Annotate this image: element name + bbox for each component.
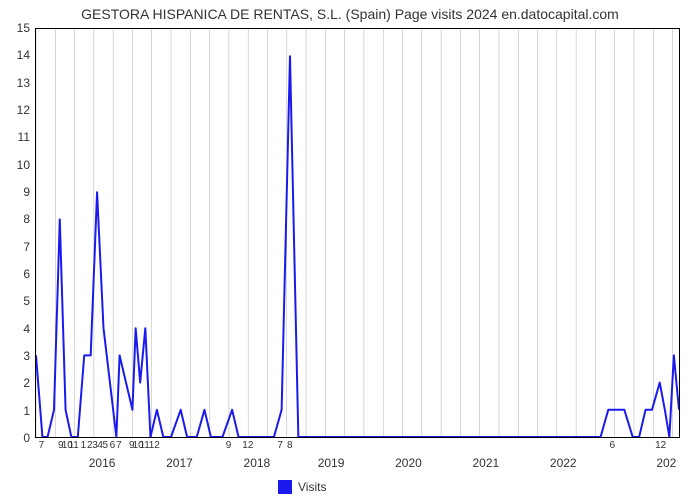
x-tick-label: 12 (655, 440, 666, 451)
legend: Visits (278, 480, 326, 494)
year-label: 2016 (89, 456, 116, 470)
x-tick-label: 6 (609, 440, 615, 451)
x-tick-label: 12 (149, 440, 160, 451)
y-tick-label: 5 (2, 294, 30, 308)
x-tick-label: 7 (116, 440, 122, 451)
legend-label: Visits (298, 480, 326, 494)
y-tick-label: 10 (2, 158, 30, 172)
y-tick-label: 0 (2, 431, 30, 445)
y-tick-label: 8 (2, 212, 30, 226)
y-tick-label: 6 (2, 267, 30, 281)
x-tick-label: 6 (110, 440, 116, 451)
x-tick-label: 11 (68, 440, 78, 451)
y-tick-label: 3 (2, 349, 30, 363)
y-tick-label: 7 (2, 240, 30, 254)
x-tick-label: 9 (226, 440, 232, 451)
y-tick-label: 12 (2, 103, 30, 117)
year-label: 2019 (318, 456, 345, 470)
plot-area (35, 28, 680, 438)
y-tick-label: 14 (2, 48, 30, 62)
y-tick-label: 9 (2, 185, 30, 199)
y-tick-label: 15 (2, 21, 30, 35)
x-tick-label: 8 (287, 440, 293, 451)
year-label: 2020 (395, 456, 422, 470)
x-tick-label: 7 (39, 440, 45, 451)
year-label: 2022 (550, 456, 577, 470)
x-tick-label: 12 (242, 440, 253, 451)
y-tick-label: 13 (2, 76, 30, 90)
legend-swatch (278, 480, 292, 494)
chart-title: GESTORA HISPANICA DE RENTAS, S.L. (Spain… (0, 6, 700, 22)
y-tick-label: 1 (2, 404, 30, 418)
year-label: 2018 (244, 456, 271, 470)
y-tick-label: 4 (2, 322, 30, 336)
year-label: 2021 (473, 456, 500, 470)
chart-svg (36, 29, 679, 437)
y-tick-label: 2 (2, 376, 30, 390)
year-label: 2017 (166, 456, 193, 470)
x-tick-label: 7 (277, 440, 283, 451)
y-tick-label: 11 (2, 130, 30, 144)
year-label: 202 (656, 456, 676, 470)
x-tick-label: 1 (81, 440, 87, 451)
x-tick-label: 5 (103, 440, 109, 451)
